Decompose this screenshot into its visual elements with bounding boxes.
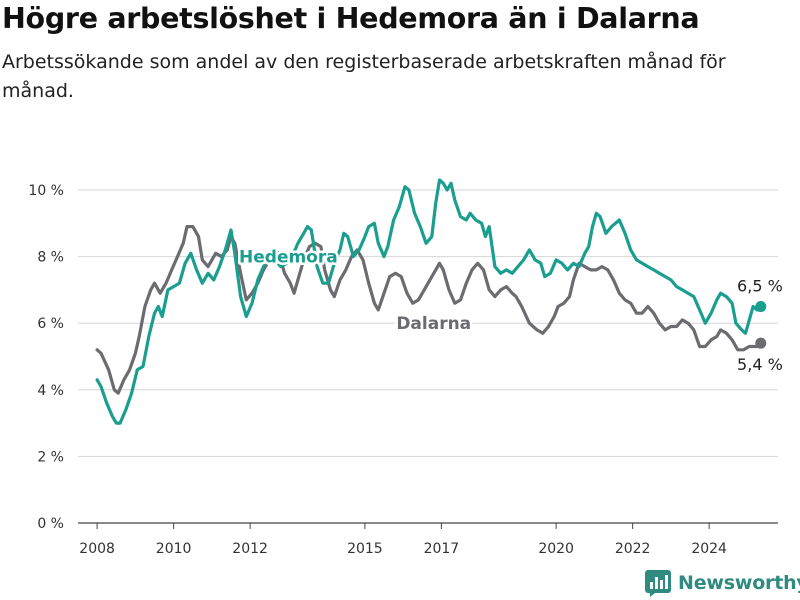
y-tick-label: 4 % xyxy=(37,383,64,399)
end-value-label-dalarna: 5,4 % xyxy=(737,355,783,374)
x-tick-label: 2008 xyxy=(79,541,115,557)
end-value-label-hedemora: 6,5 % xyxy=(737,277,783,296)
y-tick-label: 2 % xyxy=(37,449,64,465)
bar-chart-logo-icon xyxy=(645,570,671,597)
end-point-hedemora xyxy=(755,301,767,313)
y-tick-label: 0 % xyxy=(37,516,64,532)
x-tick-label: 2010 xyxy=(156,541,192,557)
series-labels: 5,4 % Dalarna 6,5 % Hedemora xyxy=(237,245,783,374)
brand-name: Newsworthy xyxy=(678,572,800,594)
x-tick-label: 2012 xyxy=(232,541,268,557)
axes: 0 % 2 % 4 % 6 % 8 % 10 % 2008 2010 2012 2015 2017 2… xyxy=(28,183,727,557)
series-name-label-hedemora: Hedemora xyxy=(239,248,338,268)
chart-subtitle: Arbetssökande som andel av den registerb… xyxy=(2,51,726,102)
end-point-dalarna xyxy=(755,337,767,349)
series-line-hedemora xyxy=(95,178,763,425)
y-tick-label: 6 % xyxy=(37,316,64,332)
series-name-label-dalarna: Dalarna xyxy=(396,314,471,334)
x-tick-label: 2022 xyxy=(615,541,651,557)
x-tick-label: 2024 xyxy=(691,541,727,557)
series-lines xyxy=(95,178,767,425)
y-tick-label: 8 % xyxy=(37,250,64,266)
x-tick-label: 2015 xyxy=(347,541,383,557)
newsworthy-brand[interactable]: Newsworthy xyxy=(644,567,800,599)
series-line-dalarna xyxy=(95,225,763,395)
y-tick-label: 10 % xyxy=(28,183,64,199)
chart-title: Högre arbetslöshet i Hedemora än i Dalar… xyxy=(2,2,700,35)
x-tick-label: 2017 xyxy=(424,541,460,557)
x-tick-label: 2020 xyxy=(538,541,574,557)
